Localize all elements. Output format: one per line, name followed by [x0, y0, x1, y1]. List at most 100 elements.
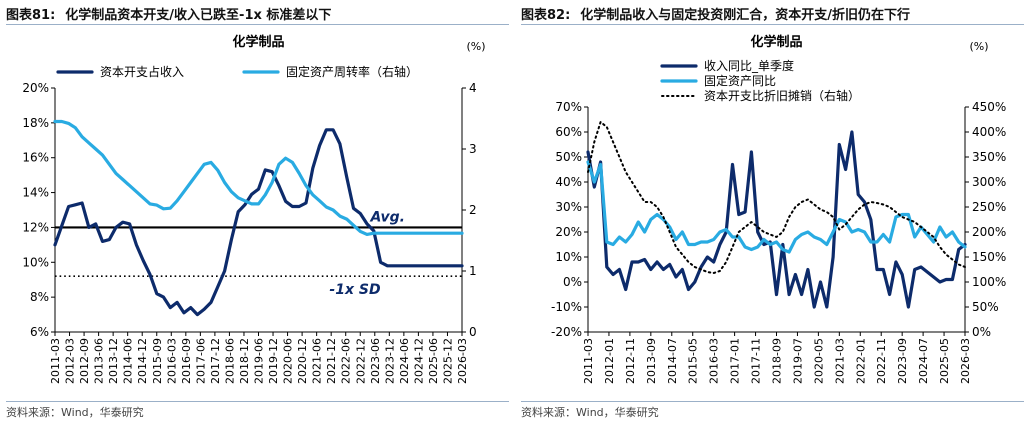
right-y-tick-label: 0%	[972, 325, 991, 339]
x-tick-label: 2025-06	[427, 338, 440, 384]
x-tick-label: 2015-05	[687, 338, 700, 384]
x-tick-label: 2013-09	[645, 338, 658, 384]
x-tick-label: 2023-12	[383, 338, 396, 384]
legend-label: 固定资产同比	[704, 73, 776, 88]
legend-label: 资本开支占收入	[100, 64, 184, 79]
right-source-rule	[521, 401, 1024, 402]
right-y-tick-label: 2	[469, 203, 477, 217]
x-tick-label: 2016-09	[180, 338, 193, 384]
right-y-tick-label: 200%	[972, 225, 1006, 239]
left-y-tick-label: 50%	[555, 150, 582, 164]
right-y-tick-label: 300%	[972, 175, 1006, 189]
x-tick-label: 2016-03	[708, 338, 721, 384]
left-title-rule	[6, 24, 509, 25]
right-axis-unit: (%)	[466, 40, 485, 53]
x-tick-label: 2012-09	[78, 338, 91, 384]
right-source-note: 资料来源：Wind，华泰研究	[521, 406, 659, 419]
left-y-tick-label: 12%	[22, 220, 49, 234]
reference-line-label: Avg.	[369, 209, 405, 225]
x-tick-label: 2023-09	[896, 338, 909, 384]
series-line-2	[587, 121, 966, 274]
series-line-1	[586, 160, 967, 254]
left-y-tick-label: 10%	[555, 250, 582, 264]
left-y-tick-label: 20%	[555, 225, 582, 239]
x-tick-label: 2025-12	[441, 338, 454, 384]
x-tick-label: 2017-11	[750, 338, 763, 384]
x-tick-label: 2012-11	[624, 338, 637, 384]
x-tick-label: 2012-03	[64, 338, 77, 384]
x-tick-label: 2011-03	[582, 338, 595, 384]
x-tick-label: 2014-06	[122, 338, 135, 384]
x-tick-label: 2018-09	[771, 338, 784, 384]
series-line-0	[586, 130, 967, 309]
x-tick-label: 2014-07	[666, 338, 679, 384]
right-figure-title-text: 化学制品收入与固定投资刚汇合，资本开支/折旧仍在下行	[580, 8, 911, 23]
left-y-tick-label: 60%	[555, 125, 582, 139]
left-y-tick-label: 70%	[555, 100, 582, 114]
x-tick-label: 2012-01	[603, 338, 616, 384]
right-y-tick-label: 100%	[972, 275, 1006, 289]
right-y-tick-label: 150%	[972, 250, 1006, 264]
left-y-tick-label: 30%	[555, 200, 582, 214]
x-tick-label: 2024-07	[917, 338, 930, 384]
x-tick-label: 2017-12	[209, 338, 222, 384]
x-tick-label: 2021-03	[833, 338, 846, 384]
left-y-tick-label: 10%	[22, 255, 49, 269]
left-figure-panel: 图表81: 化学制品资本开支/收入已跌至-1x 标准差以下 化学制品 (%) 6% 8%…	[6, 4, 509, 419]
left-y-tick-label: 0%	[563, 275, 582, 289]
chart-title: 化学制品	[750, 34, 802, 50]
right-figure-number: 图表82:	[521, 8, 571, 23]
left-y-tick-label: -10%	[551, 300, 582, 314]
series-line-0	[53, 128, 464, 317]
left-y-tick-label: 8%	[30, 290, 49, 304]
x-tick-label: 2022-01	[854, 338, 867, 384]
x-tick-label: 2013-12	[107, 338, 120, 384]
left-source-note: 资料来源：Wind，华泰研究	[6, 406, 144, 419]
x-tick-label: 2020-05	[812, 338, 825, 384]
left-chart: 化学制品 (%) 6% 8% 10% 12% 14% 16% 18% 20% 0 1 2 3 4 2011-0…	[22, 34, 485, 384]
left-figure-title-text: 化学制品资本开支/收入已跌至-1x 标准差以下	[65, 8, 332, 23]
left-y-tick-label: -20%	[551, 325, 582, 339]
x-tick-label: 2021-12	[325, 338, 338, 384]
left-y-tick-label: 20%	[22, 81, 49, 95]
right-y-tick-label: 350%	[972, 150, 1006, 164]
legend-label: 固定资产周转率（右轴）	[286, 64, 418, 79]
x-tick-label: 2014-12	[136, 338, 149, 384]
right-y-tick-label: 450%	[972, 100, 1006, 114]
left-y-tick-label: 40%	[555, 175, 582, 189]
x-tick-label: 2018-06	[223, 338, 236, 384]
x-tick-label: 2022-12	[354, 338, 367, 384]
chart-title: 化学制品	[232, 34, 284, 50]
x-tick-label: 2025-05	[938, 338, 951, 384]
x-tick-label: 2023-06	[369, 338, 382, 384]
x-tick-label: 2024-06	[398, 338, 411, 384]
x-tick-label: 2013-06	[93, 338, 106, 384]
left-y-tick-label: 14%	[22, 186, 49, 200]
x-tick-label: 2022-06	[340, 338, 353, 384]
x-tick-label: 2021-06	[311, 338, 324, 384]
right-y-tick-label: 1	[469, 264, 477, 278]
legend-label: 收入同比_单季度	[704, 58, 794, 73]
x-tick-label: 2011-03	[49, 338, 62, 384]
left-figure-title: 图表81: 化学制品资本开支/收入已跌至-1x 标准差以下	[6, 4, 331, 23]
right-y-tick-label: 4	[469, 81, 477, 95]
right-y-tick-label: 0	[469, 325, 477, 339]
right-figure-panel: 图表82: 化学制品收入与固定投资刚汇合，资本开支/折旧仍在下行 化学制品 (%) -…	[515, 0, 1030, 424]
x-tick-label: 2026-03	[959, 338, 972, 384]
left-y-tick-label: 6%	[30, 325, 49, 339]
x-tick-label: 2026-03	[456, 338, 469, 384]
left-y-tick-label: 16%	[22, 151, 49, 165]
x-tick-label: 2015-09	[151, 338, 164, 384]
legend-label: 资本开支比折旧摊销（右轴）	[704, 88, 860, 103]
left-source-rule	[6, 401, 509, 402]
x-tick-label: 2020-06	[282, 338, 295, 384]
right-y-tick-label: 400%	[972, 125, 1006, 139]
x-tick-label: 2016-03	[165, 338, 178, 384]
right-y-tick-label: 50%	[972, 300, 999, 314]
right-chart: 化学制品 (%) -20% -10% 0% 10% 20% 30% 40% 50% 60% 70% 0%…	[551, 34, 1006, 384]
x-tick-label: 2019-07	[791, 338, 804, 384]
right-figure-title: 图表82: 化学制品收入与固定投资刚汇合，资本开支/折旧仍在下行	[521, 4, 910, 23]
x-tick-label: 2017-06	[194, 338, 207, 384]
left-y-tick-label: 18%	[22, 116, 49, 130]
left-figure-number: 图表81:	[6, 8, 56, 23]
